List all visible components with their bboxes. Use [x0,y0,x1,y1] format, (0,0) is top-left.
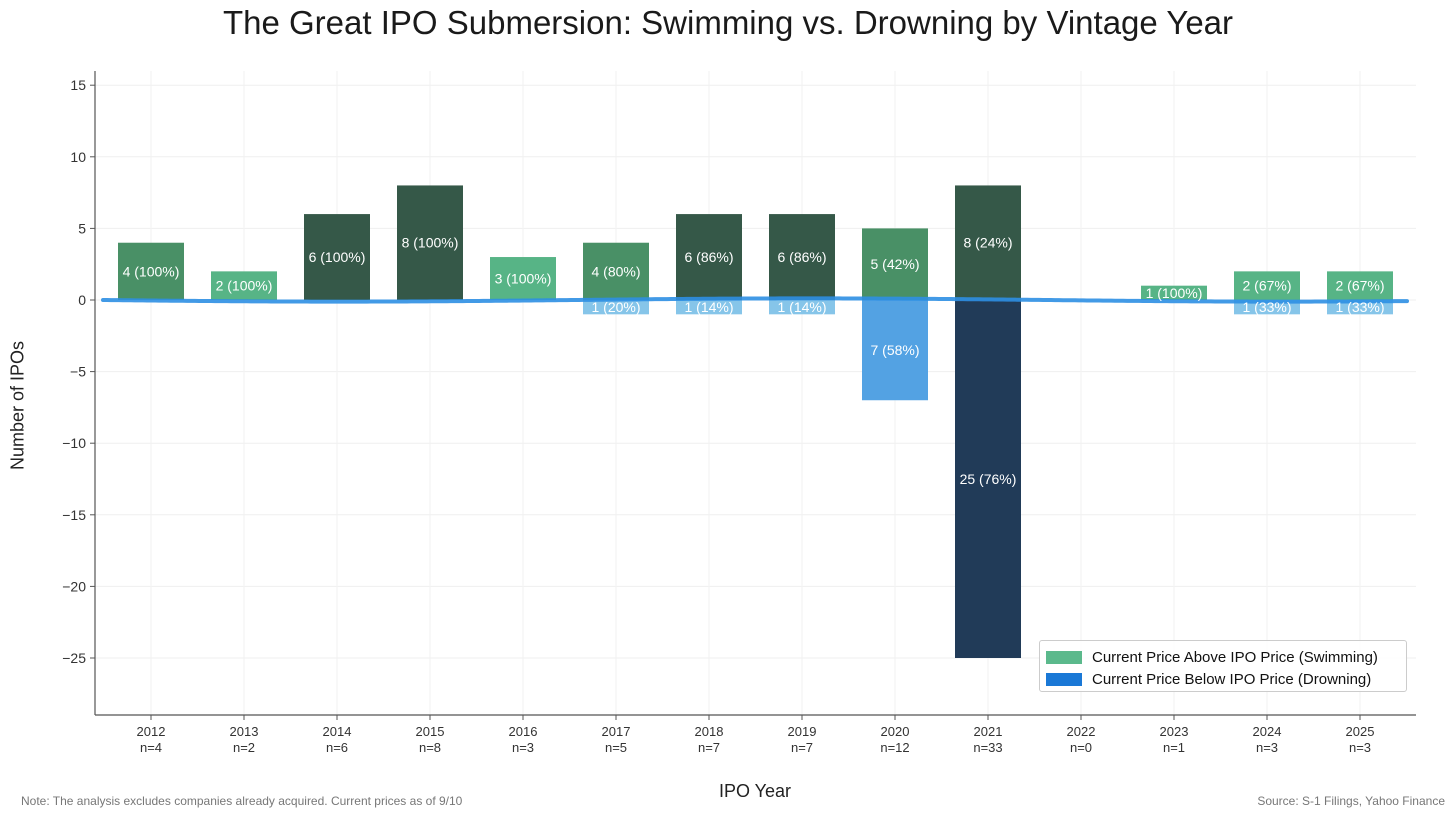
waterline-wave [101,296,1409,304]
y-tick-label: −5 [70,364,86,380]
y-tick-label: −10 [62,435,86,451]
x-tick-count-label: n=2 [233,740,255,755]
y-tick-label: 10 [70,149,86,165]
data-label-swimming: 3 (100%) [495,271,552,287]
x-tick-label: 2013 [230,724,259,739]
x-tick-count-label: n=3 [1349,740,1371,755]
data-label-drowning: 1 (14%) [777,299,826,315]
x-tick-count-label: n=0 [1070,740,1092,755]
x-tick-label: 2025 [1346,724,1375,739]
x-tick-label: 2012 [137,724,166,739]
bar-swimming [118,242,184,300]
x-tick-count-label: n=6 [326,740,348,755]
bar-swimming [211,271,277,300]
data-label-drowning: 1 (33%) [1335,299,1384,315]
bar-drowning [862,300,928,401]
bar-swimming [769,214,835,300]
data-label-swimming: 6 (86%) [684,249,733,265]
y-tick-label: −20 [62,578,86,594]
legend-swatch-drowning [1046,672,1082,686]
data-label-swimming: 4 (100%) [123,263,180,279]
bar-drowning [676,300,742,315]
bar-swimming [955,185,1021,300]
data-label-swimming: 2 (67%) [1242,278,1291,294]
y-tick-label: −15 [62,507,86,523]
bar-swimming [862,228,928,300]
legend-item-swimming: Current Price Above IPO Price (Swimming) [1046,646,1400,668]
bar-swimming [1327,271,1393,300]
x-tick-label: 2021 [974,724,1003,739]
data-label-swimming: 8 (100%) [402,235,459,251]
data-label-drowning: 1 (20%) [591,299,640,315]
bar-drowning [583,300,649,315]
x-tick-count-label: n=8 [419,740,441,755]
bar-swimming [1141,285,1207,300]
y-tick-label: −25 [62,650,86,666]
x-tick-label: 2018 [695,724,724,739]
x-tick-label: 2016 [509,724,538,739]
y-axis-label: Number of IPOs [7,340,28,471]
x-tick-count-label: n=7 [698,740,720,755]
data-label-drowning: 1 (33%) [1242,299,1291,315]
y-tick-label: 5 [78,220,86,236]
bar-drowning [769,300,835,315]
y-tick-label: 0 [78,292,86,308]
bar-drowning [955,300,1021,658]
legend-swatch-swimming [1046,650,1082,664]
x-tick-count-label: n=1 [1163,740,1185,755]
bar-swimming [676,214,742,300]
x-tick-label: 2020 [881,724,910,739]
x-tick-count-label: n=12 [880,740,909,755]
x-tick-label: 2015 [416,724,445,739]
legend-label-drowning: Current Price Below IPO Price (Drowning) [1092,670,1372,688]
x-tick-count-label: n=33 [973,740,1002,755]
footnote: Note: The analysis excludes companies al… [21,794,463,808]
data-label-swimming: 6 (100%) [309,249,366,265]
bar-drowning [1327,300,1393,315]
x-tick-label: 2023 [1160,724,1189,739]
bar-swimming [583,242,649,300]
data-label-drowning: 1 (14%) [684,299,733,315]
data-label-swimming: 2 (100%) [216,278,273,294]
x-axis-label: IPO Year [718,781,792,801]
x-tick-label: 2024 [1253,724,1282,739]
data-label-swimming: 4 (80%) [591,263,640,279]
data-label-swimming: 6 (86%) [777,249,826,265]
legend-item-drowning: Current Price Below IPO Price (Drowning) [1046,668,1400,690]
source-credit: Source: S-1 Filings, Yahoo Finance [1257,794,1445,808]
data-label-swimming: 2 (67%) [1335,278,1384,294]
y-tick-label: 15 [70,77,86,93]
data-label-swimming: 5 (42%) [870,256,919,272]
x-tick-label: 2017 [602,724,631,739]
x-tick-label: 2019 [788,724,817,739]
bar-swimming [397,185,463,300]
bar-swimming [304,214,370,300]
x-tick-count-label: n=4 [140,740,162,755]
x-tick-count-label: n=5 [605,740,627,755]
x-tick-count-label: n=3 [1256,740,1278,755]
legend: Current Price Above IPO Price (Swimming)… [1039,640,1407,692]
x-tick-count-label: n=7 [791,740,813,755]
data-label-swimming: 8 (24%) [963,235,1012,251]
legend-label-swimming: Current Price Above IPO Price (Swimming) [1092,648,1378,666]
data-label-drowning: 25 (76%) [960,471,1017,487]
bar-swimming [1234,271,1300,300]
x-tick-label: 2022 [1067,724,1096,739]
chart-title: The Great IPO Submersion: Swimming vs. D… [222,4,1234,41]
bar-swimming [490,257,556,300]
data-label-swimming: 1 (100%) [1146,285,1203,301]
x-tick-label: 2014 [323,724,352,739]
data-label-drowning: 7 (58%) [870,342,919,358]
x-tick-count-label: n=3 [512,740,534,755]
